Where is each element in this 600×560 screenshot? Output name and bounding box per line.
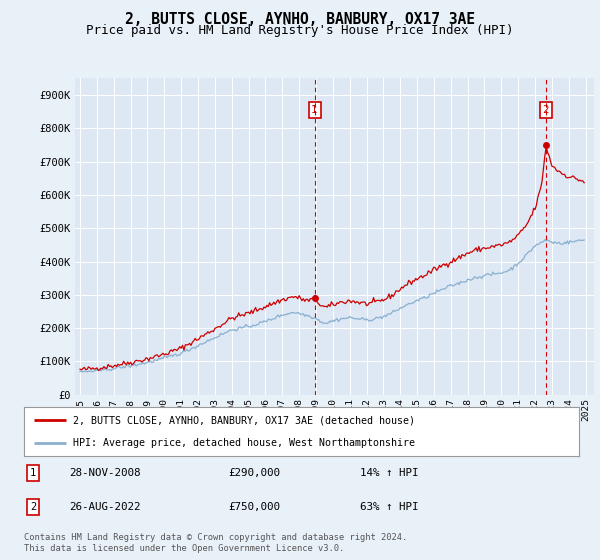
Text: HPI: Average price, detached house, West Northamptonshire: HPI: Average price, detached house, West…: [73, 438, 415, 448]
Text: 2, BUTTS CLOSE, AYNHO, BANBURY, OX17 3AE (detached house): 2, BUTTS CLOSE, AYNHO, BANBURY, OX17 3AE…: [73, 416, 415, 426]
Text: 2: 2: [30, 502, 36, 512]
Text: 2: 2: [542, 105, 549, 115]
Text: Contains HM Land Registry data © Crown copyright and database right 2024.
This d: Contains HM Land Registry data © Crown c…: [24, 533, 407, 553]
Text: 1: 1: [30, 468, 36, 478]
Text: 14% ↑ HPI: 14% ↑ HPI: [360, 468, 419, 478]
Text: 1: 1: [311, 105, 318, 115]
Text: £750,000: £750,000: [228, 502, 280, 512]
Text: £290,000: £290,000: [228, 468, 280, 478]
Text: 28-NOV-2008: 28-NOV-2008: [69, 468, 140, 478]
Text: 63% ↑ HPI: 63% ↑ HPI: [360, 502, 419, 512]
Text: Price paid vs. HM Land Registry's House Price Index (HPI): Price paid vs. HM Land Registry's House …: [86, 24, 514, 36]
Text: 26-AUG-2022: 26-AUG-2022: [69, 502, 140, 512]
Text: 2, BUTTS CLOSE, AYNHO, BANBURY, OX17 3AE: 2, BUTTS CLOSE, AYNHO, BANBURY, OX17 3AE: [125, 12, 475, 27]
